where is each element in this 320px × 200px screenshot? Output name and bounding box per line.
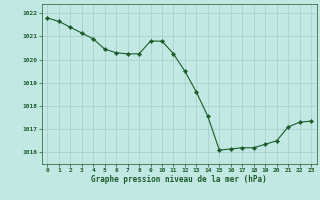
X-axis label: Graphe pression niveau de la mer (hPa): Graphe pression niveau de la mer (hPa)	[91, 175, 267, 184]
